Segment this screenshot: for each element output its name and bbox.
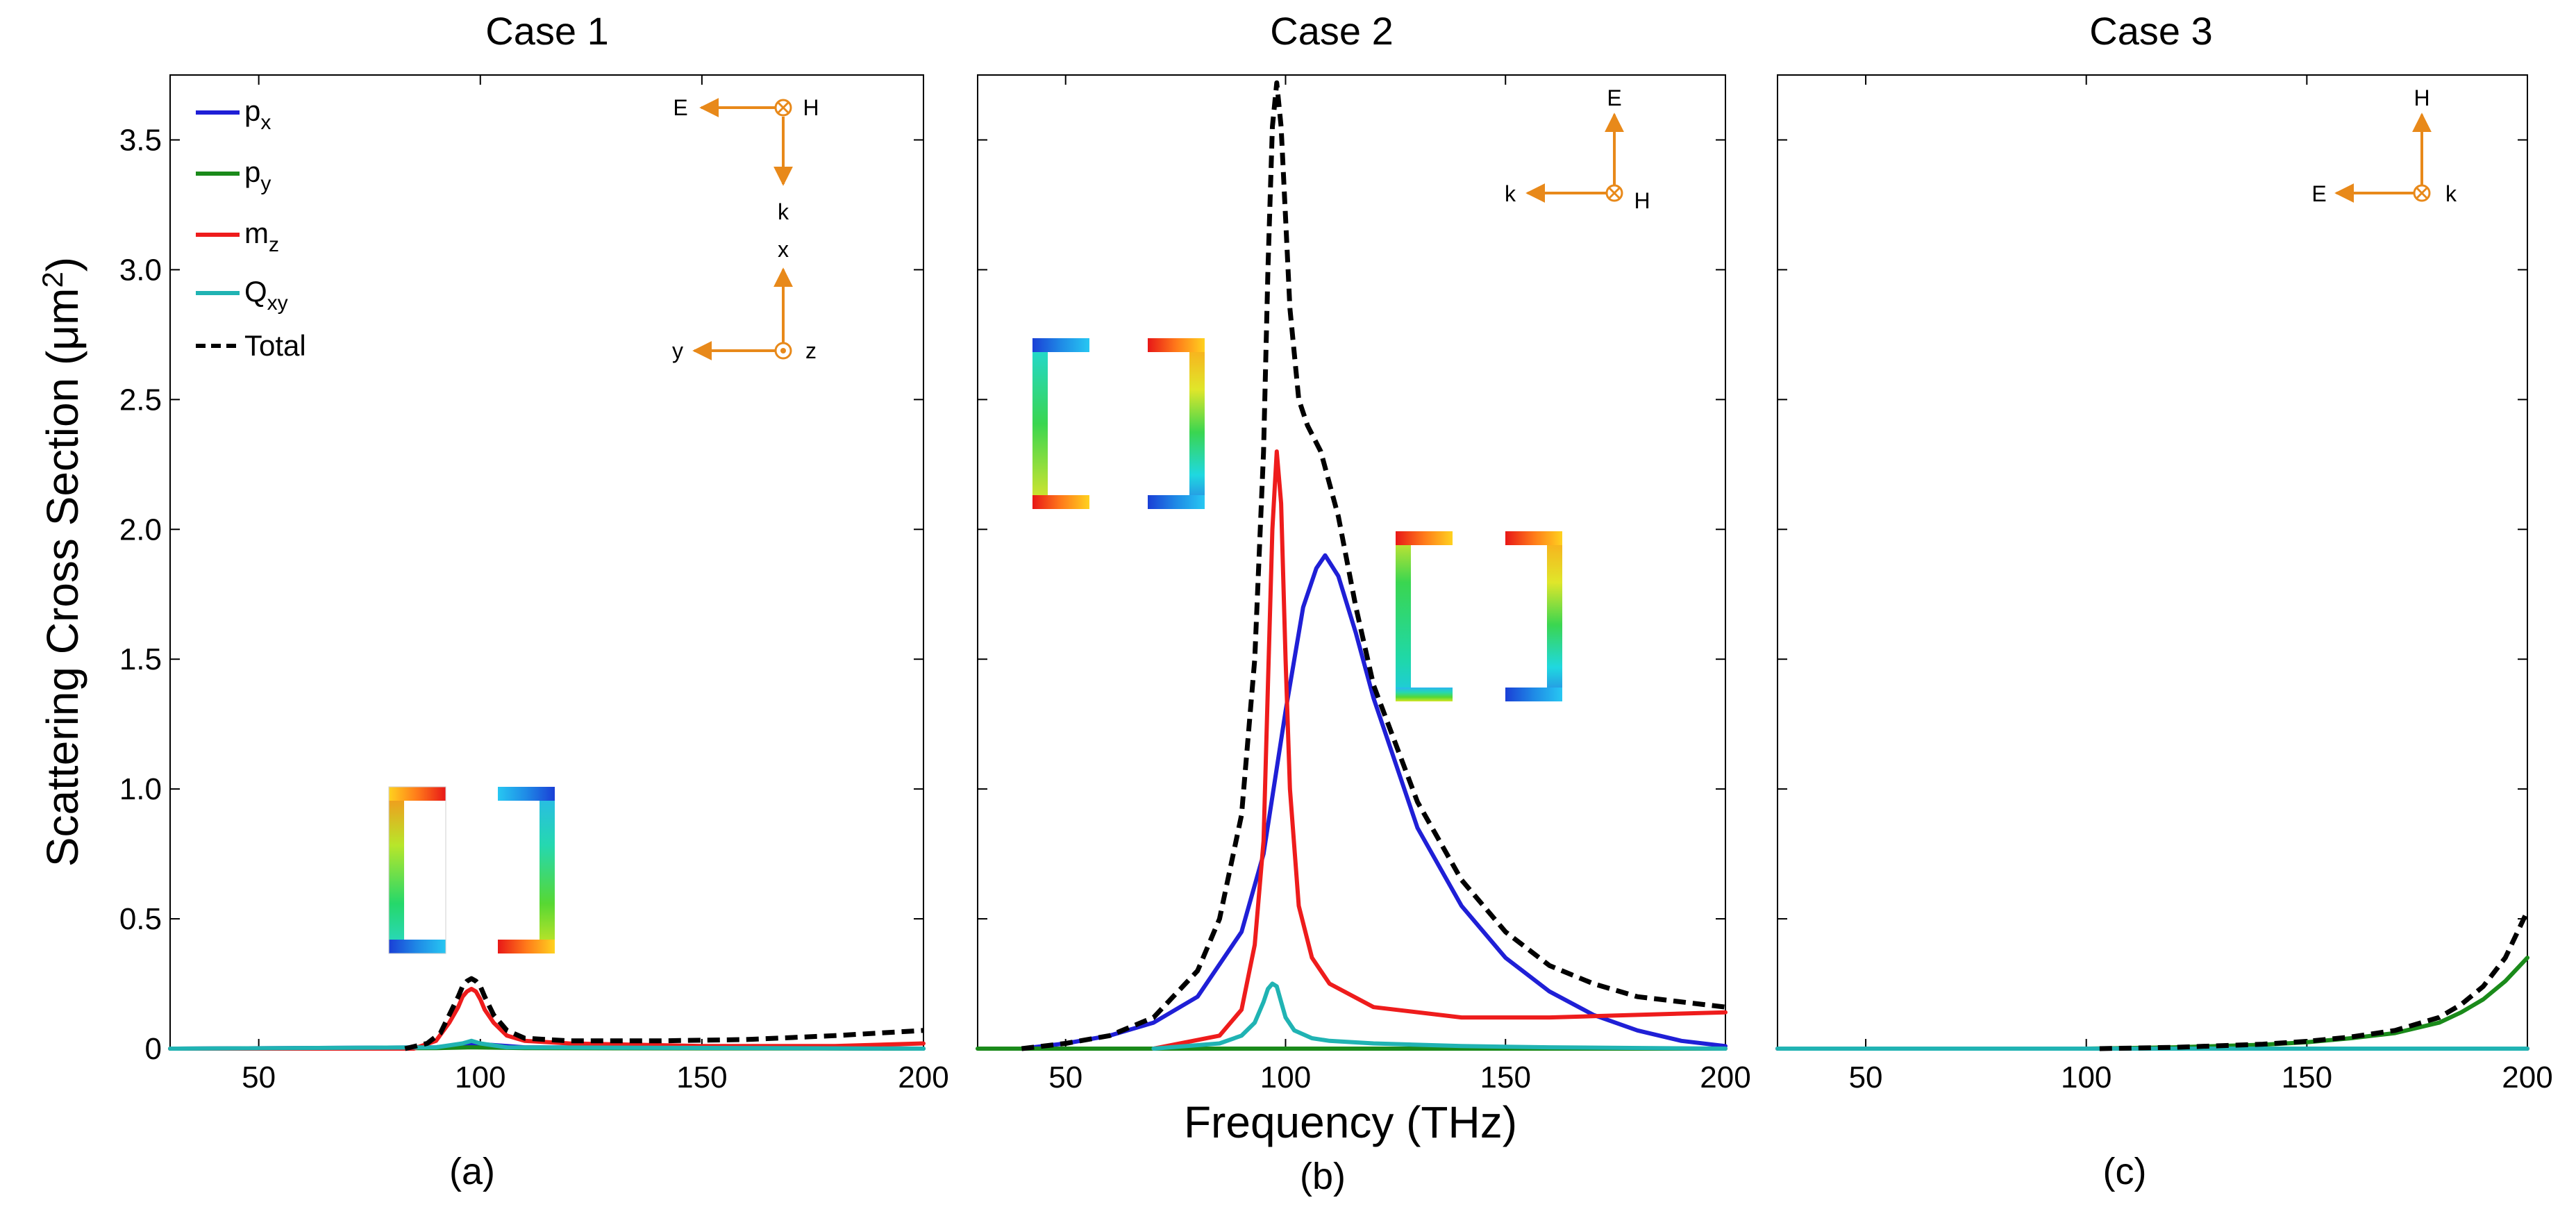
y-tick-label: 2.0 (119, 513, 162, 547)
y-tick-label: 1.0 (119, 772, 162, 806)
y-axis-label-text: Scattering Cross Section (μm (37, 288, 87, 867)
x-axis-label: x (778, 237, 789, 262)
legend-item-px: px (196, 94, 271, 134)
y-axis-label-superscript: 2 (36, 272, 69, 288)
x-tick-label: 100 (1260, 1060, 1311, 1094)
panel-a-field-map-inset (388, 786, 555, 954)
panel-a-ticks: 50 100 150 200 0 0.5 1.0 1.5 2.0 2.5 3.0 3.5 (119, 75, 949, 1094)
panel-b-series (976, 80, 1728, 1051)
panel-c-title: Case 3 (2089, 9, 2212, 53)
h-field-cross (1608, 187, 1621, 199)
panel-a-compass-xyz: x y z (672, 237, 817, 363)
x-tick-label: 50 (1048, 1060, 1082, 1094)
z-axis-label: z (805, 338, 817, 363)
series-line-px (1019, 553, 1728, 1051)
x-tick-label: 150 (676, 1060, 727, 1094)
panel-c-plot-area (1777, 74, 2528, 1049)
series-line-total (404, 976, 924, 1051)
e-field-label: E (1607, 85, 1621, 110)
series-line-mz (1151, 449, 1728, 1051)
x-tick-label: 200 (2502, 1060, 2552, 1094)
panel-b-plot-area (977, 74, 1726, 1049)
series-line-total (2099, 910, 2530, 1051)
x-tick-label: 100 (455, 1060, 505, 1094)
y-tick-label: 0.5 (119, 902, 162, 936)
inset-a-right-bracket (498, 787, 555, 953)
y-tick-label: 2.5 (119, 383, 162, 417)
y-axis-label-compass: y (672, 338, 683, 363)
x-tick-label: 100 (2061, 1060, 2111, 1094)
panel-b-caption: (b) (1300, 1156, 1346, 1197)
series-line-mz (168, 987, 926, 1051)
panel-c-ticks: 50 100 150 200 (1778, 75, 2553, 1094)
x-tick-label: 150 (1480, 1060, 1531, 1094)
panel-b-field-map-inset-2 (1396, 531, 1562, 701)
y-tick-label: 3.0 (119, 253, 162, 287)
y-axis-label-close: ) (37, 257, 87, 272)
legend-label-qxy: Qxy (244, 275, 288, 315)
legend: px py mz Qxy Total (196, 94, 306, 362)
panel-b-field-map-inset-1 (1032, 338, 1205, 509)
x-tick-label: 50 (242, 1060, 276, 1094)
y-axis-label: Scattering Cross Section (μm2) (36, 257, 87, 867)
z-axis-dot (780, 348, 786, 353)
legend-label-px: px (244, 94, 271, 134)
inset-b1-right-bracket (1148, 338, 1205, 509)
legend-item-total: Total (196, 329, 306, 362)
k-vector-label: k (778, 199, 789, 224)
panel-b-ticks: 50 100 150 200 (978, 75, 1751, 1094)
h-field-label: H (803, 95, 819, 120)
k-vector-label: k (1505, 181, 1516, 206)
x-tick-label: 150 (2282, 1060, 2332, 1094)
legend-label-mz: mz (244, 217, 279, 256)
series-line-qxy (168, 1038, 926, 1051)
legend-label-py: py (244, 156, 271, 195)
h-field-cross (777, 101, 789, 114)
panel-c-caption: (c) (2103, 1151, 2147, 1192)
panel-b-compass: E k H (1505, 85, 1650, 213)
panel-a: Case 1 50 100 150 200 0 0.5 1.0 1.5 2.0 2.5 3.0 3.5… (36, 9, 949, 1192)
e-field-label: E (673, 95, 687, 120)
series-line-py (2084, 956, 2529, 1051)
h-field-label: H (2414, 85, 2429, 110)
legend-label-total: Total (244, 329, 306, 362)
x-axis-label: Frequency (THz) (1184, 1097, 1517, 1147)
x-tick-label: 50 (1849, 1060, 1883, 1094)
inset-b2-left-bracket (1396, 531, 1453, 701)
y-tick-label: 1.5 (119, 642, 162, 676)
e-field-label: E (2311, 181, 2326, 206)
series-line-qxy (1151, 981, 1728, 1051)
x-tick-label: 200 (898, 1060, 948, 1094)
panel-b-title: Case 2 (1270, 9, 1393, 53)
legend-item-qxy: Qxy (196, 275, 288, 315)
panel-c-series (1775, 910, 2530, 1051)
panel-a-compass-ehk: E H k (673, 95, 819, 224)
inset-b1-left-bracket (1032, 338, 1089, 509)
y-tick-label: 0 (145, 1032, 162, 1066)
panel-a-series (168, 976, 926, 1051)
inset-b2-right-bracket (1505, 531, 1562, 701)
k-vector-cross (2416, 187, 2428, 199)
k-vector-label: k (2445, 181, 2457, 206)
y-tick-label: 3.5 (119, 123, 162, 157)
panel-b: Case 2 50 100 150 200 Frequency (THz) (b) E… (976, 9, 1751, 1197)
panel-a-caption: (a) (449, 1151, 495, 1192)
inset-a-left-bracket (388, 786, 446, 954)
panel-a-title: Case 1 (485, 9, 608, 53)
legend-item-mz: mz (196, 217, 279, 256)
panel-c: Case 3 50 100 150 200 (c) H E k (1775, 9, 2553, 1192)
legend-item-py: py (196, 156, 271, 195)
h-field-label: H (1634, 188, 1650, 213)
x-tick-label: 200 (1700, 1060, 1750, 1094)
panel-c-compass: H E k (2311, 85, 2457, 206)
